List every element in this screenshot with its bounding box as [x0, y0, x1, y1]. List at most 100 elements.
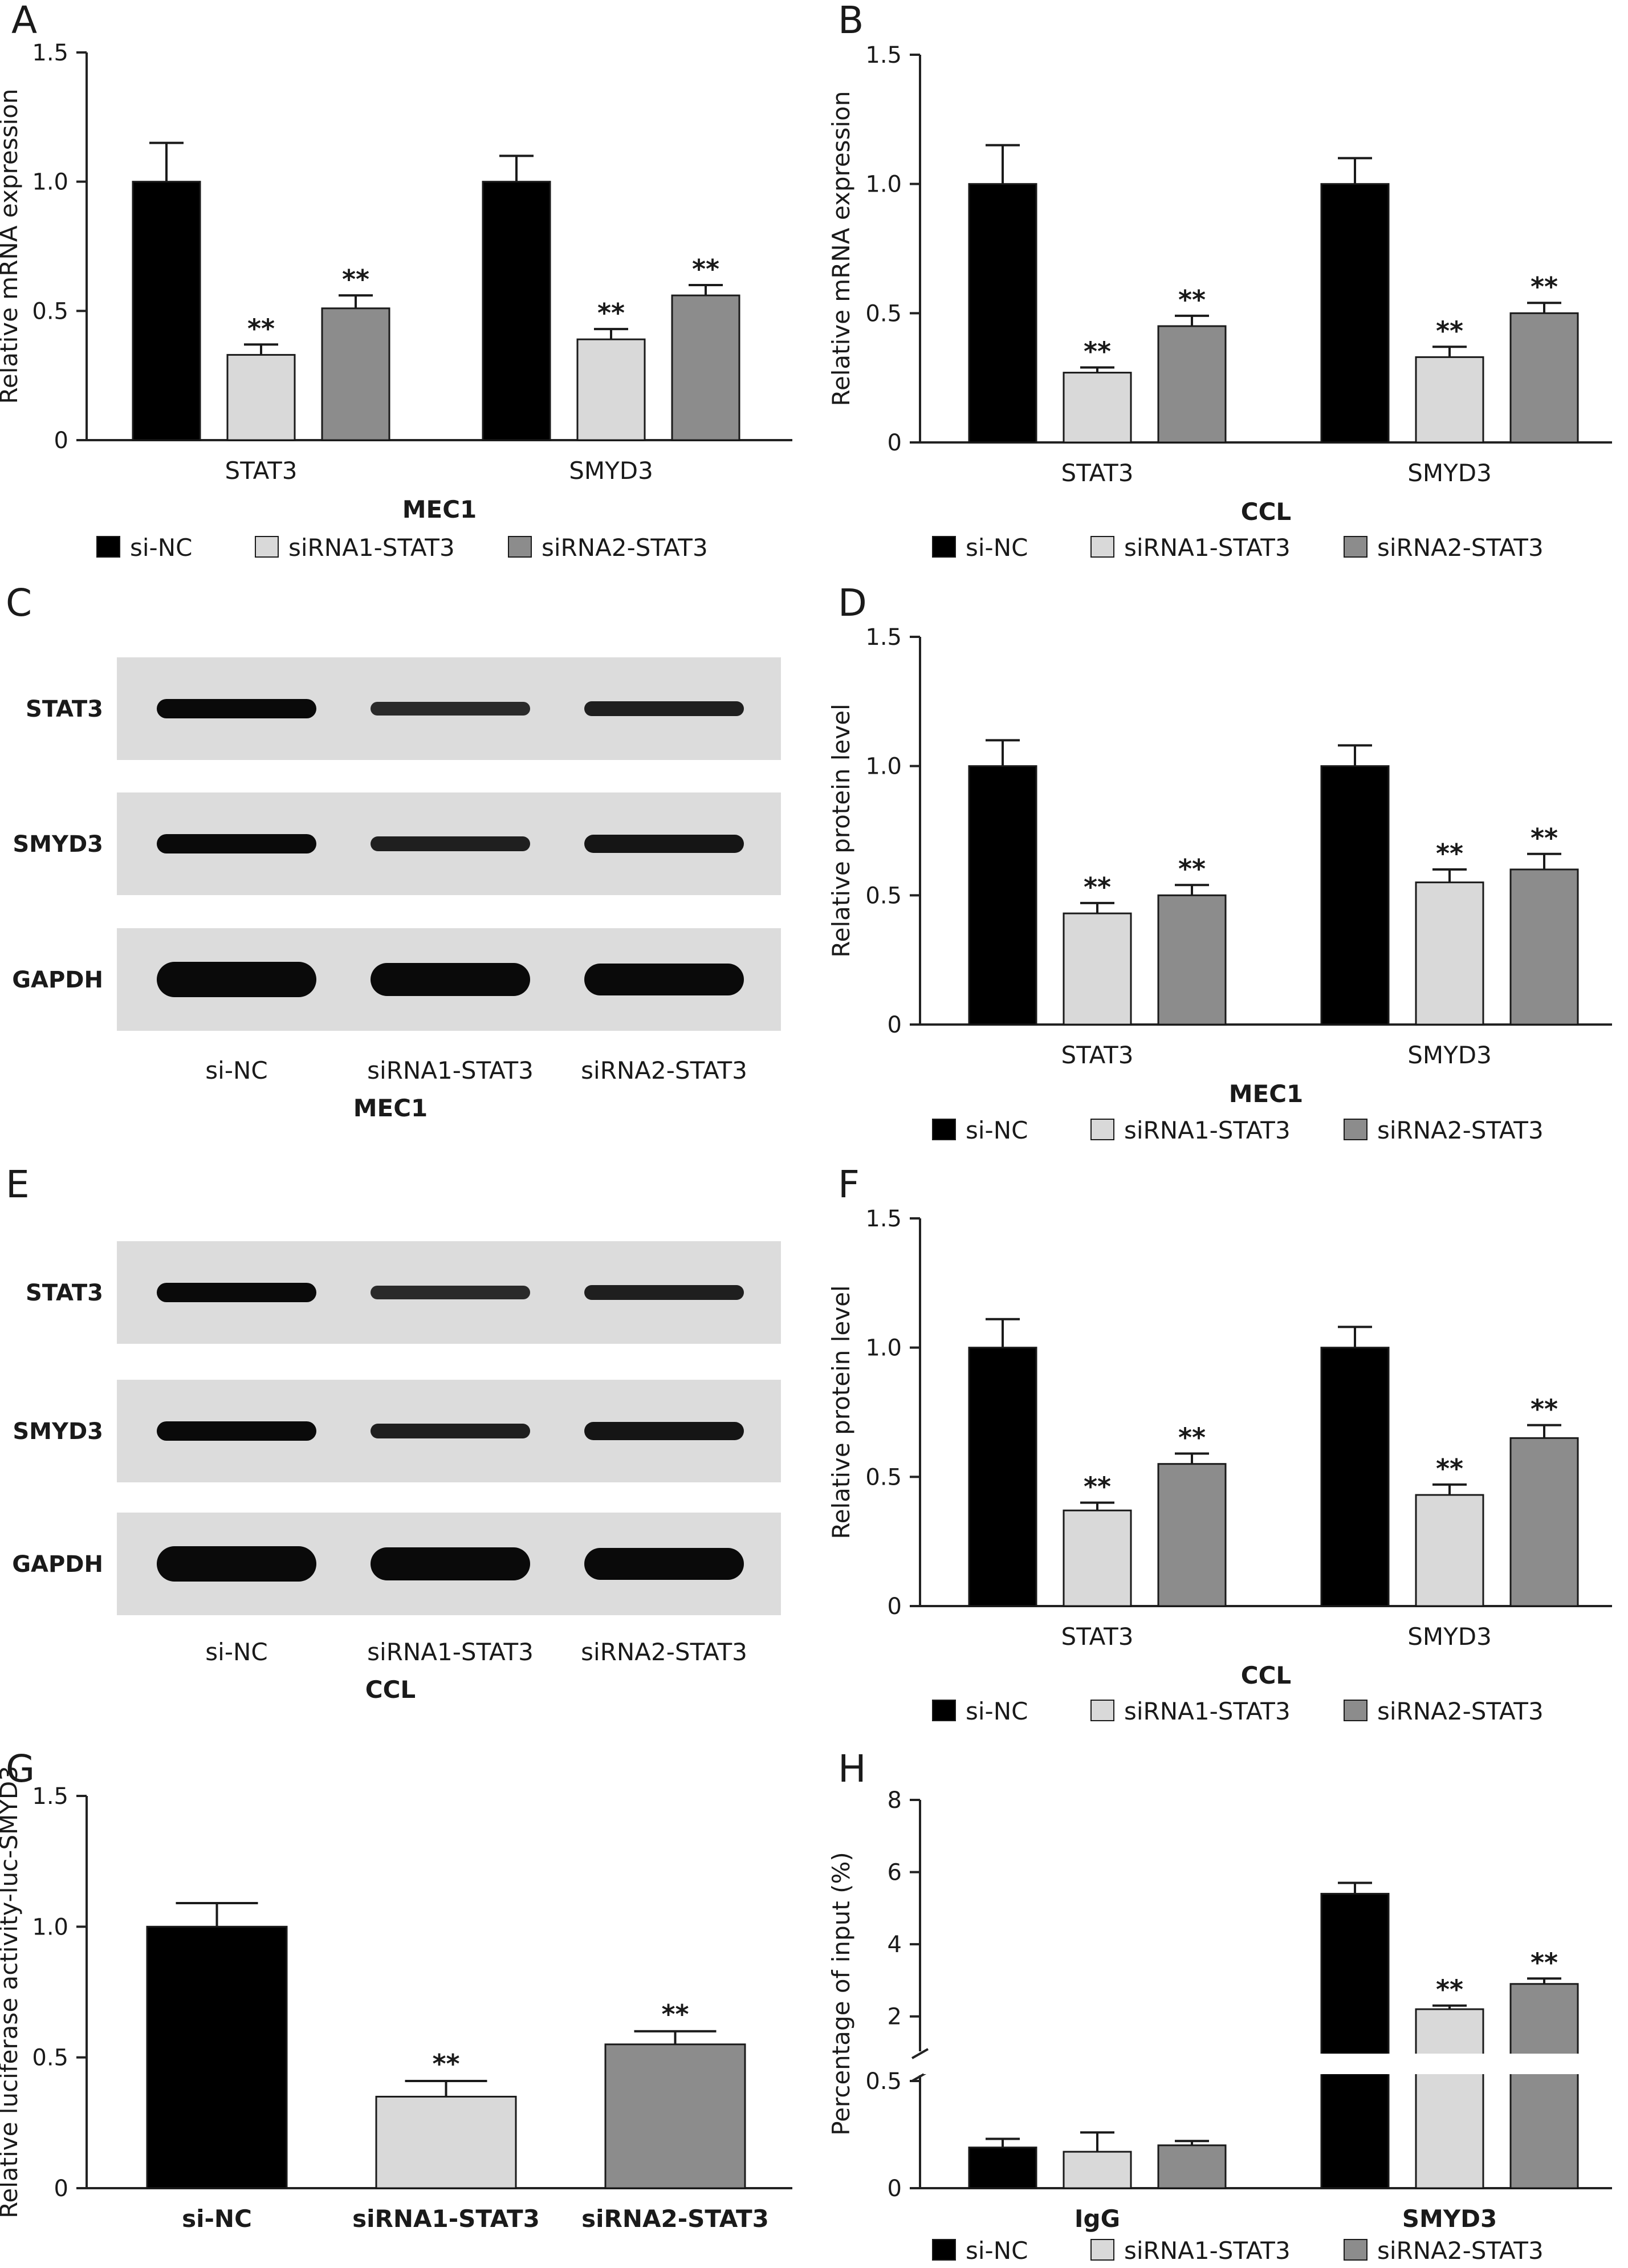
significance-marker: ** — [342, 264, 369, 295]
x-axis-title: MEC1 — [1229, 1080, 1304, 1108]
legend-swatch — [1090, 2239, 1114, 2261]
significance-marker: ** — [1531, 1394, 1558, 1425]
y-tick-label: 0.5 — [865, 1464, 902, 1490]
x-tick-label: STAT3 — [1061, 459, 1134, 487]
bar — [968, 1347, 1037, 1607]
y-tick-label: 1.0 — [865, 754, 902, 780]
y-tick-label: 1.0 — [865, 1335, 902, 1361]
blot-band — [584, 835, 744, 853]
legend-swatch — [932, 536, 956, 558]
significance-marker: ** — [1436, 1974, 1463, 2005]
y-tick-label: 1.5 — [865, 624, 902, 651]
legend-label: siRNA1-STAT3 — [1124, 2237, 1291, 2265]
y-tick-label: 0 — [888, 1594, 902, 1620]
blot-band — [584, 1422, 744, 1440]
bar — [1063, 372, 1132, 444]
y-axis-label: Relative luciferase activity-luc-SMYD3 — [0, 1766, 23, 2218]
bar — [576, 338, 646, 441]
blot-band — [371, 836, 530, 851]
blot-lane-label: siRNA1-STAT3 — [367, 1056, 534, 1084]
blot-band — [584, 701, 744, 716]
blot-band — [157, 1546, 316, 1582]
axis-break-band — [923, 2054, 1612, 2074]
y-axis-label: Percentage of input (%) — [827, 1852, 855, 2136]
blot-band — [371, 1286, 530, 1299]
bar — [1415, 2008, 1484, 2189]
legend-swatch — [932, 1119, 956, 1140]
blot-band — [371, 1547, 530, 1580]
bar — [321, 307, 390, 441]
bar — [1509, 868, 1579, 1026]
y-tick-label: 2 — [888, 2004, 902, 2030]
significance-marker: ** — [1531, 1947, 1558, 1978]
bar — [671, 294, 740, 441]
y-axis-label: Relative mRNA expression — [0, 89, 23, 404]
y-tick-label: 0.5 — [865, 2068, 902, 2095]
blot-lane-label: si-NC — [205, 1056, 267, 1084]
bar — [968, 765, 1037, 1026]
bar — [1320, 765, 1390, 1026]
y-tick-label: 1.5 — [865, 42, 902, 68]
legend-label: siRNA2-STAT3 — [1377, 1697, 1544, 1725]
blot-row-label: GAPDH — [12, 967, 103, 993]
legend-label: si-NC — [966, 1697, 1028, 1725]
x-tick-label: SMYD3 — [1407, 1041, 1492, 1069]
x-tick-label: siRNA1-STAT3 — [352, 2205, 540, 2233]
blot-caption: MEC1 — [353, 1094, 428, 1122]
y-tick-label: 1.5 — [32, 40, 68, 66]
panel-letter-d: D — [838, 581, 867, 625]
bar — [1157, 2144, 1227, 2189]
y-axis-label: Relative mRNA expression — [827, 91, 855, 407]
legend-swatch — [1344, 536, 1367, 558]
x-tick-label: SMYD3 — [1407, 1623, 1492, 1651]
blot-row-label: GAPDH — [12, 1551, 103, 1578]
bar — [1320, 183, 1390, 444]
bar — [1415, 356, 1484, 444]
blot-row-label: SMYD3 — [13, 831, 103, 857]
legend-swatch — [1090, 1119, 1114, 1140]
legend-swatch — [932, 2239, 956, 2261]
bar — [1320, 1347, 1390, 1607]
significance-marker: ** — [1178, 1422, 1206, 1453]
y-tick-label: 0.5 — [32, 298, 68, 324]
blot-row-label: SMYD3 — [13, 1418, 103, 1445]
significance-marker: ** — [1178, 853, 1206, 884]
y-axis-label: Relative protein level — [827, 704, 855, 957]
panel-letter-b: B — [838, 0, 864, 42]
y-tick-label: 0 — [54, 2176, 68, 2202]
bar — [1157, 1463, 1227, 1607]
legend-label: siRNA1-STAT3 — [1124, 534, 1291, 562]
significance-marker: ** — [1178, 284, 1206, 315]
legend-swatch — [1090, 536, 1114, 558]
bar — [146, 1925, 288, 2189]
significance-marker: ** — [661, 1999, 689, 2030]
y-tick-label: 0.5 — [865, 883, 902, 909]
legend-swatch — [255, 536, 279, 558]
legend-swatch — [96, 536, 120, 558]
bar — [375, 2095, 517, 2189]
legend-swatch — [1344, 1119, 1367, 1140]
significance-marker: ** — [1531, 823, 1558, 853]
legend-swatch — [1344, 2239, 1367, 2261]
blot-lane-label: si-NC — [205, 1638, 267, 1666]
legend-swatch — [932, 1700, 956, 1721]
significance-marker: ** — [247, 313, 275, 344]
panel-letter-f: F — [838, 1163, 860, 1206]
significance-marker: ** — [692, 254, 719, 284]
legend-swatch — [1090, 1700, 1114, 1721]
significance-marker: ** — [1436, 838, 1463, 869]
bar — [1509, 312, 1579, 444]
y-tick-label: 0 — [888, 430, 902, 456]
y-tick-label: 1.0 — [32, 1914, 68, 1940]
bar — [1415, 881, 1484, 1026]
y-tick-label: 0 — [888, 1012, 902, 1038]
significance-marker: ** — [1436, 1453, 1463, 1484]
y-tick-label: 1.5 — [865, 1206, 902, 1232]
x-axis-title: CCL — [1241, 1661, 1291, 1689]
blot-lane-label: siRNA2-STAT3 — [581, 1056, 747, 1084]
blot-row-label: STAT3 — [26, 696, 103, 722]
legend-label: siRNA1-STAT3 — [1124, 1116, 1291, 1144]
x-tick-label: SMYD3 — [1407, 459, 1492, 487]
significance-marker: ** — [1084, 872, 1111, 903]
